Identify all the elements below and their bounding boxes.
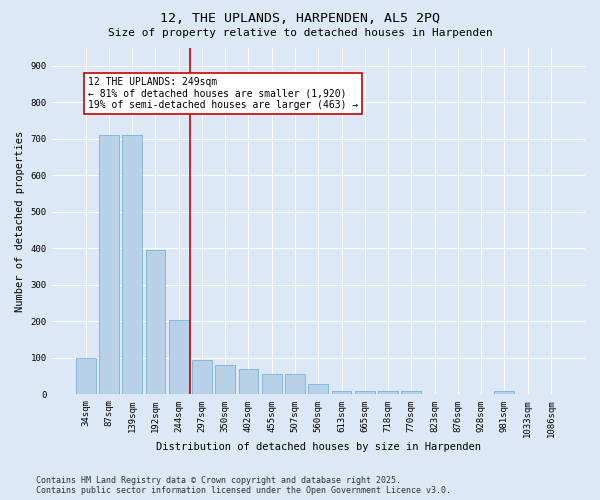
Bar xyxy=(401,391,421,394)
Bar xyxy=(192,360,212,394)
Bar xyxy=(215,365,235,394)
Bar xyxy=(239,369,259,394)
Text: Contains HM Land Registry data © Crown copyright and database right 2025.
Contai: Contains HM Land Registry data © Crown c… xyxy=(36,476,451,495)
Bar xyxy=(262,374,281,394)
Bar xyxy=(332,391,352,394)
Text: 12, THE UPLANDS, HARPENDEN, AL5 2PQ: 12, THE UPLANDS, HARPENDEN, AL5 2PQ xyxy=(160,12,440,26)
Bar xyxy=(494,391,514,394)
Text: 12 THE UPLANDS: 249sqm
← 81% of detached houses are smaller (1,920)
19% of semi-: 12 THE UPLANDS: 249sqm ← 81% of detached… xyxy=(88,76,358,110)
Text: Size of property relative to detached houses in Harpenden: Size of property relative to detached ho… xyxy=(107,28,493,38)
X-axis label: Distribution of detached houses by size in Harpenden: Distribution of detached houses by size … xyxy=(156,442,481,452)
Bar xyxy=(285,374,305,394)
Bar xyxy=(169,320,188,394)
Bar xyxy=(146,250,166,394)
Y-axis label: Number of detached properties: Number of detached properties xyxy=(15,130,25,312)
Bar xyxy=(99,135,119,394)
Bar xyxy=(122,135,142,394)
Bar xyxy=(378,391,398,394)
Bar xyxy=(76,358,95,395)
Bar xyxy=(355,391,374,394)
Bar xyxy=(308,384,328,394)
